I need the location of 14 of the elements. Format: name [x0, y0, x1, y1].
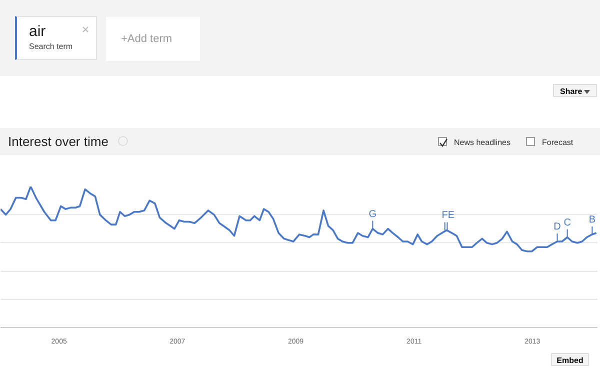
chart-title: Interest over time — [8, 133, 108, 151]
annotation: B — [588, 214, 596, 226]
text: Forecast — [542, 137, 574, 148]
text: Embed — [551, 353, 589, 366]
text: +Add term — [121, 32, 172, 47]
text: News headlines — [454, 137, 510, 148]
annotation: E — [448, 210, 455, 222]
annotation: F — [442, 210, 448, 222]
text: Share — [553, 84, 597, 97]
annotation: C — [564, 217, 571, 228]
annotation: D — [554, 221, 561, 232]
text: air — [29, 22, 46, 42]
text: Search term — [29, 41, 73, 52]
annotation: G — [368, 208, 377, 220]
